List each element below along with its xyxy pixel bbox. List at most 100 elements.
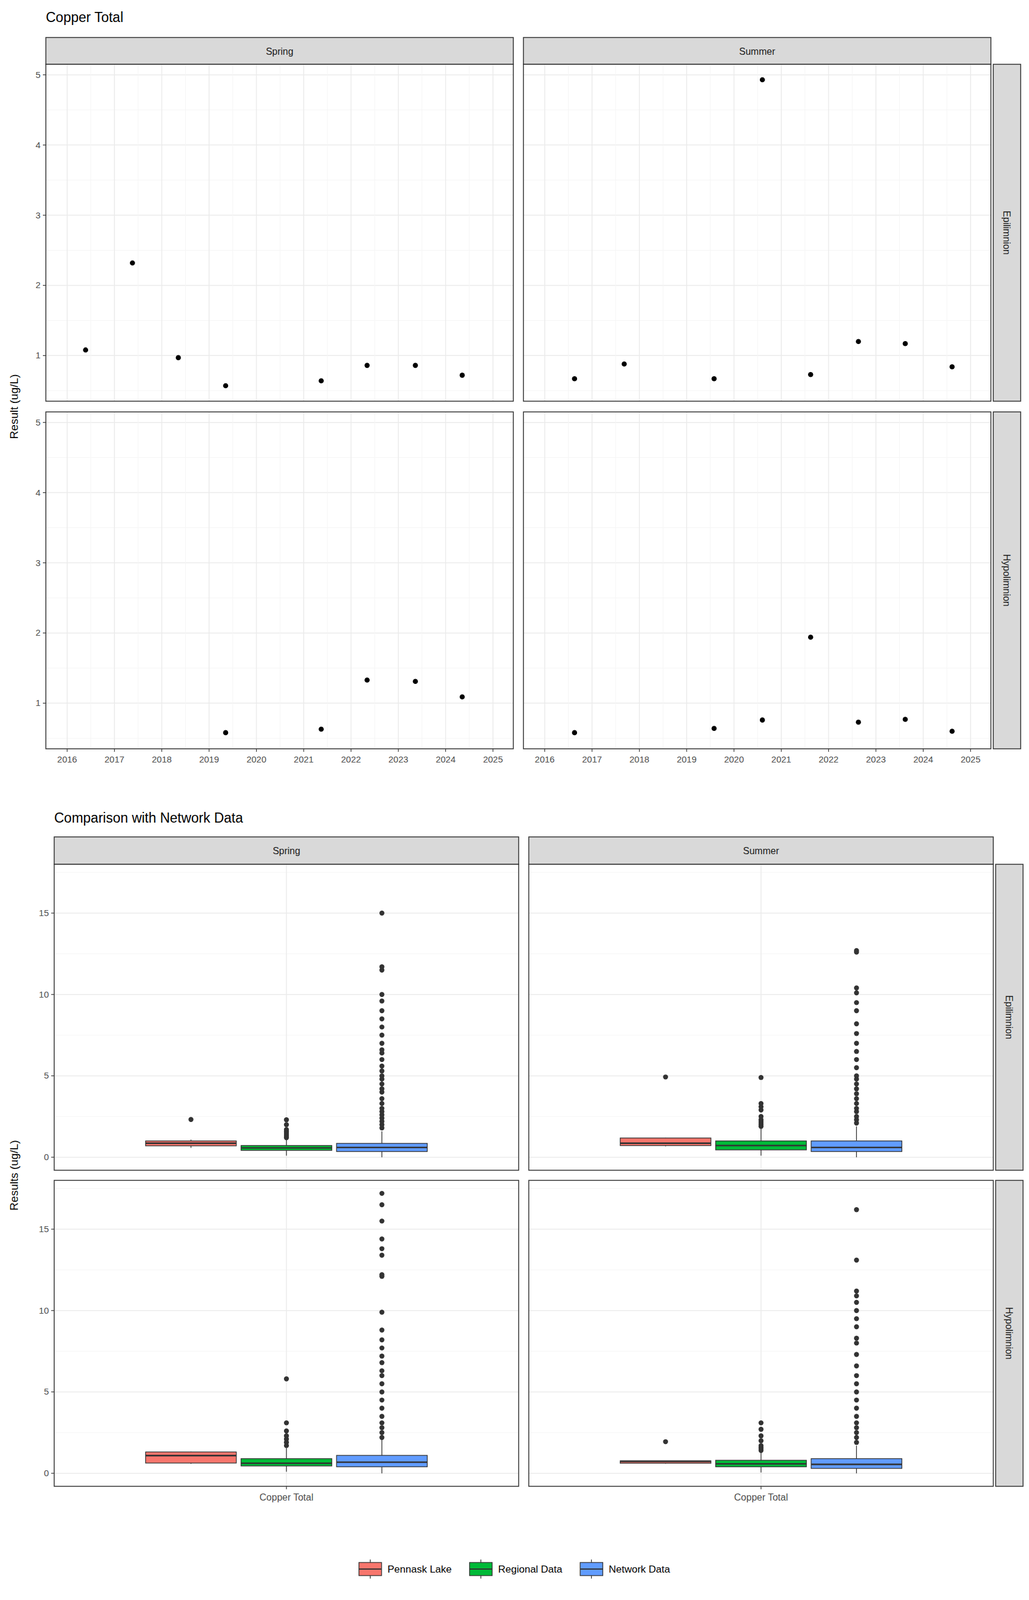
point <box>949 728 956 735</box>
legend-median <box>469 1569 493 1571</box>
minor-grid <box>523 597 991 599</box>
grid-line <box>492 412 494 750</box>
outlier <box>853 1430 859 1436</box>
grid-line <box>256 412 258 750</box>
y-tick <box>51 912 55 914</box>
whisker <box>285 1466 287 1473</box>
strip <box>993 64 1021 402</box>
outlier <box>758 1427 764 1433</box>
points <box>82 260 465 389</box>
legend-label: Network Data <box>608 1564 671 1576</box>
x-tick-label: 2017 <box>582 754 603 765</box>
grid-line <box>303 412 305 750</box>
point <box>711 726 717 732</box>
legend-key <box>469 1560 493 1580</box>
whisker <box>856 1469 857 1474</box>
grid-line <box>638 64 641 402</box>
x-tick-label: 2025 <box>960 754 981 765</box>
grid-line <box>875 64 877 402</box>
grid-line <box>350 412 352 750</box>
grid-line <box>523 285 991 287</box>
x-tick-label: 2022 <box>818 754 839 765</box>
minor-grid <box>568 64 569 402</box>
minor-grid <box>421 412 423 750</box>
outlier <box>853 1091 859 1097</box>
outlier <box>853 1258 859 1264</box>
outlier <box>853 1289 859 1294</box>
grid-line <box>397 412 399 750</box>
point <box>572 376 578 382</box>
y-tick-label: 3 <box>35 557 41 569</box>
legend-median <box>580 1569 603 1571</box>
y-tick-label: 2 <box>35 627 41 638</box>
outlier <box>853 1398 859 1403</box>
minor-grid <box>232 412 233 750</box>
outlier <box>853 1440 859 1446</box>
panel-border <box>45 412 514 750</box>
grid-line <box>66 64 68 402</box>
outlier <box>853 1106 859 1112</box>
grid-line <box>970 64 972 402</box>
outlier <box>379 1218 385 1224</box>
outlier <box>379 1081 385 1087</box>
grid-line <box>780 412 782 750</box>
outlier <box>853 1057 859 1063</box>
strip <box>54 837 519 865</box>
outlier <box>379 1435 385 1441</box>
points <box>572 77 956 382</box>
point <box>855 338 862 345</box>
outlier <box>379 1373 385 1379</box>
boxes <box>145 1191 428 1474</box>
outlier <box>853 1363 859 1369</box>
outlier <box>853 1041 859 1047</box>
point <box>364 363 370 369</box>
x-tick-label: 2024 <box>435 754 456 765</box>
strip <box>995 864 1024 1171</box>
outlier <box>853 1065 859 1071</box>
outlier <box>379 1430 385 1436</box>
grid-line <box>208 64 210 402</box>
grid-line <box>686 64 688 402</box>
x-tick-label: 2019 <box>198 754 219 765</box>
minor-grid <box>523 109 991 111</box>
minor-grid <box>45 457 514 458</box>
outlier <box>853 1425 859 1431</box>
point <box>412 363 419 369</box>
median <box>145 1142 237 1145</box>
grid-line <box>45 214 514 217</box>
outlier <box>379 1398 385 1403</box>
y-tick-label: 5 <box>35 69 41 80</box>
grid-line <box>523 144 991 146</box>
y-tick-label: 0 <box>44 1152 49 1163</box>
outlier <box>853 1336 859 1342</box>
panel-background <box>523 412 991 750</box>
point <box>902 716 909 723</box>
legend-key <box>580 1560 603 1580</box>
median <box>811 1146 902 1149</box>
panel-border <box>54 1180 519 1487</box>
outlier <box>379 1369 385 1374</box>
minor-grid <box>185 412 186 750</box>
minor-grid <box>709 64 711 402</box>
grid-line <box>828 412 830 750</box>
minor-grid <box>568 412 569 750</box>
outlier <box>379 1068 385 1074</box>
y-tick <box>51 1310 55 1312</box>
grid-line <box>875 412 877 750</box>
y-tick-label: 3 <box>35 210 41 221</box>
grid-line <box>45 703 514 705</box>
y-tick-label: 4 <box>35 139 41 151</box>
grid-line <box>923 412 925 750</box>
grid-line <box>45 285 514 287</box>
whisker <box>381 1439 383 1456</box>
box <box>715 1460 807 1468</box>
outlier <box>284 1420 289 1426</box>
panel-background <box>45 412 514 750</box>
point <box>129 260 136 266</box>
x-tick-label: 2016 <box>57 754 77 765</box>
y-tick <box>42 355 46 357</box>
panel-border <box>45 64 514 402</box>
minor-grid <box>469 412 470 750</box>
median <box>620 1142 712 1145</box>
y-tick <box>42 214 46 216</box>
